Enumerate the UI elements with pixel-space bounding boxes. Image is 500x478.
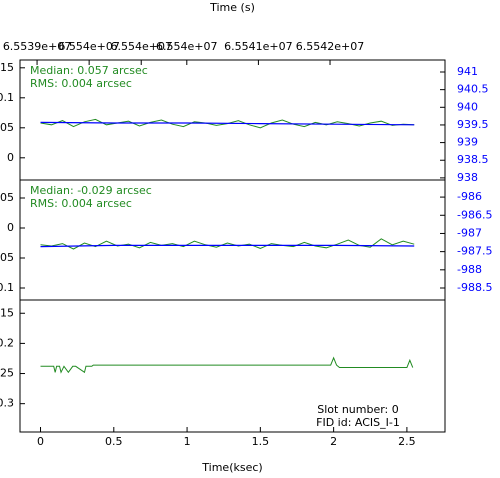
y2-tick-label: 938 (457, 171, 478, 184)
y-tick-label: 0.05 (0, 191, 14, 204)
x-axis-label: Time(ksec) (201, 461, 262, 474)
annotation: RMS: 0.004 arcsec (30, 77, 132, 90)
annotation: RMS: 0.004 arcsec (30, 197, 132, 210)
series-line (40, 121, 415, 126)
y-tick-label: -0.05 (0, 251, 14, 264)
y2-tick-label: 941 (457, 65, 478, 78)
x-tick-label: 0 (37, 435, 44, 448)
x2-tick-label: 6.5539e+07 (3, 40, 71, 53)
x2-tick-label: 6.5542e+07 (296, 40, 364, 53)
y-tick-label: -0.25 (0, 367, 14, 380)
x2-tick-label: 6.554e+07 (58, 40, 119, 53)
x-tick-label: 0.5 (105, 435, 123, 448)
annotation: Median: -0.029 arcsec (30, 184, 152, 197)
x2-axis-label: Time (s) (209, 1, 255, 14)
annotation: Median: 0.057 arcsec (30, 64, 148, 77)
series-line (40, 244, 415, 248)
y2-tick-label: -987 (457, 226, 482, 239)
x2-tick-label: 6.5541e+07 (224, 40, 292, 53)
y-tick-label: 0.05 (0, 121, 14, 134)
y2-tick-label: 939 (457, 136, 478, 149)
annotation: Slot number: 0 (317, 403, 399, 416)
x-tick-label: 2.5 (398, 435, 416, 448)
x-tick-label: 2 (330, 435, 337, 448)
y2-tick-label: -987.5 (457, 245, 492, 258)
y2-tick-label: 940.5 (457, 83, 489, 96)
series-line (40, 238, 415, 250)
y-tick-label: -0.3 (0, 397, 14, 410)
x-tick-label: 1 (184, 435, 191, 448)
y-tick-label: -0.1 (0, 281, 14, 294)
series-line (40, 356, 414, 374)
y2-tick-label: 938.5 (457, 153, 489, 166)
y-tick-label: 0 (7, 221, 14, 234)
y-tick-label: 0 (7, 151, 14, 164)
y-tick-label: -0.15 (0, 306, 14, 319)
x2-tick-label: 6.554e+07 (110, 40, 171, 53)
y2-tick-label: -986.5 (457, 208, 492, 221)
y2-tick-label: 939.5 (457, 118, 489, 131)
y-tick-label: 0.15 (0, 61, 14, 74)
y2-tick-label: -986 (457, 190, 482, 203)
x2-tick-label: 6.554e+07 (156, 40, 217, 53)
annotation: FID id: ACIS_I-1 (316, 416, 400, 429)
y-tick-label: -0.2 (0, 336, 14, 349)
panel-frame (19, 299, 446, 433)
x-tick-label: 1.5 (252, 435, 270, 448)
y-tick-label: 0.1 (0, 91, 14, 104)
y2-tick-label: 940 (457, 100, 478, 113)
y2-tick-label: -988 (457, 263, 482, 276)
y2-tick-label: -988.5 (457, 281, 492, 294)
